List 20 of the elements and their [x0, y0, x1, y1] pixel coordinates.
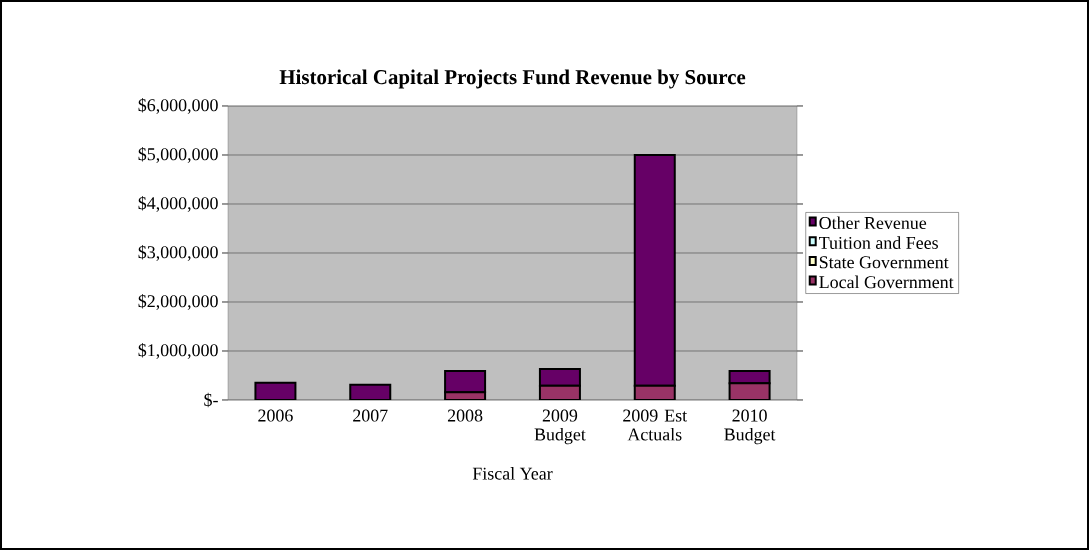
x-tick-label: 2009 Budget — [534, 409, 586, 445]
x-axis-title: Fiscal Year — [472, 467, 553, 480]
x-tick-label: 2008 — [447, 409, 483, 422]
legend-label: Other Revenue — [819, 216, 927, 230]
y-tick-label: $4,000,000 — [138, 196, 218, 212]
y-tick-label: $5,000,000 — [138, 147, 218, 163]
y-tick-label: $1,000,000 — [138, 343, 218, 359]
y-tick-label: $- — [204, 392, 218, 408]
chart-title: Historical Capital Projects Fund Revenue by Source — [279, 69, 746, 89]
legend-label: Tuition and Fees — [819, 236, 938, 249]
bar — [633, 153, 676, 387]
x-tick-label: 2006 — [258, 409, 293, 422]
legend-label: State Government — [819, 256, 949, 269]
y-tick-label: $3,000,000 — [138, 245, 218, 261]
legend-label: Local Government — [819, 275, 954, 289]
y-tick-label: $6,000,000 — [138, 98, 218, 114]
y-tick-label: $2,000,000 — [138, 294, 218, 310]
x-tick-label: 2009 Est Actuals — [623, 409, 688, 441]
x-tick-label: 2007 — [353, 409, 388, 422]
x-tick-label: 2010 Budget — [724, 409, 776, 445]
